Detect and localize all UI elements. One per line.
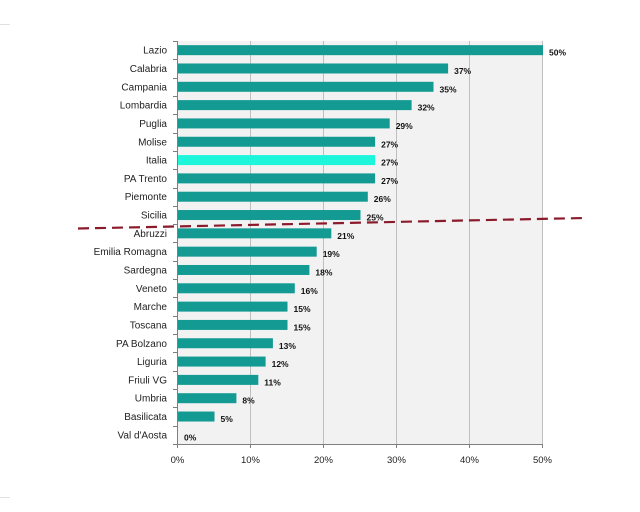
- bar: [178, 411, 215, 422]
- data-label: 27%: [381, 139, 398, 149]
- bar: [178, 81, 434, 92]
- data-label: 21%: [337, 231, 354, 241]
- data-label: 18%: [315, 267, 332, 277]
- category-label: Veneto: [136, 284, 168, 295]
- data-label: 27%: [381, 158, 398, 168]
- category-label: Emilia Romagna: [94, 247, 168, 258]
- data-label: 35%: [440, 84, 457, 94]
- bar: [178, 210, 361, 221]
- category-labels: Lazio Calabria Campania Lombardia Puglia Moli…: [94, 46, 168, 442]
- bar: [178, 228, 332, 239]
- category-label: Val d'Aosta: [117, 430, 167, 441]
- data-label: 16%: [301, 286, 318, 296]
- bar: [178, 374, 259, 385]
- category-label: Toscana: [130, 320, 168, 331]
- bar: [178, 173, 376, 184]
- category-label: Liguria: [137, 357, 167, 368]
- bar: [178, 100, 412, 111]
- data-label: 27%: [381, 176, 398, 186]
- bar: [178, 393, 237, 404]
- bar: [178, 356, 266, 367]
- category-label: Puglia: [139, 119, 167, 130]
- category-label: Abruzzi: [134, 229, 167, 240]
- category-label: Sardegna: [124, 265, 168, 276]
- data-label: 19%: [323, 249, 340, 259]
- x-axis: 0% 10% 20% 30% 40% 50%: [171, 41, 553, 466]
- data-label: 32%: [418, 103, 435, 113]
- bar: [178, 319, 288, 330]
- category-label: Basilicata: [124, 412, 167, 423]
- category-label: Italia: [146, 156, 168, 167]
- category-label: Molise: [138, 137, 167, 148]
- data-label: 5%: [221, 414, 234, 424]
- category-label: Umbria: [135, 394, 168, 405]
- category-label: Piemonte: [125, 192, 168, 203]
- data-label: 11%: [264, 377, 281, 387]
- category-label: Campania: [121, 82, 167, 93]
- x-tick-label: 40%: [460, 455, 480, 466]
- category-label: Sicilia: [141, 211, 168, 222]
- bar: [178, 301, 288, 312]
- x-tick-label: 10%: [241, 455, 261, 466]
- data-label: 15%: [294, 322, 311, 332]
- data-label: 37%: [454, 66, 471, 76]
- bar: [178, 63, 449, 74]
- data-label: 50%: [549, 48, 566, 58]
- bar: [178, 283, 295, 294]
- category-label: PA Bolzano: [116, 339, 167, 350]
- data-label: 26%: [374, 194, 391, 204]
- category-label: Lombardia: [120, 101, 168, 112]
- bar: [178, 136, 376, 147]
- category-label: Calabria: [130, 64, 168, 75]
- data-label: 29%: [396, 121, 413, 131]
- data-label: 8%: [242, 396, 255, 406]
- bar: [178, 264, 310, 275]
- data-label: 0%: [184, 432, 197, 442]
- category-label: Lazio: [143, 46, 167, 57]
- x-tick-label: 0%: [171, 455, 185, 466]
- x-tick-label: 30%: [387, 455, 407, 466]
- bar: [178, 118, 390, 129]
- bar-highlight: [178, 155, 376, 166]
- data-label: 12%: [272, 359, 289, 369]
- bar: [178, 246, 317, 257]
- value-labels: 50% 37% 35% 32% 29% 27% 27% 27% 26% 25% 21% 19% 18% 1…: [184, 48, 566, 443]
- data-label: 15%: [294, 304, 311, 314]
- category-label: Marche: [134, 302, 168, 313]
- bar: [178, 45, 543, 56]
- data-label: 13%: [279, 341, 296, 351]
- bars: [178, 45, 543, 422]
- x-tick-label: 20%: [314, 455, 334, 466]
- x-tick-label: 50%: [533, 455, 553, 466]
- category-label: Friuli VG: [128, 375, 167, 386]
- data-label: 25%: [367, 213, 384, 223]
- bar: [178, 191, 368, 202]
- category-label: PA Trento: [124, 174, 168, 185]
- bar: [178, 338, 273, 349]
